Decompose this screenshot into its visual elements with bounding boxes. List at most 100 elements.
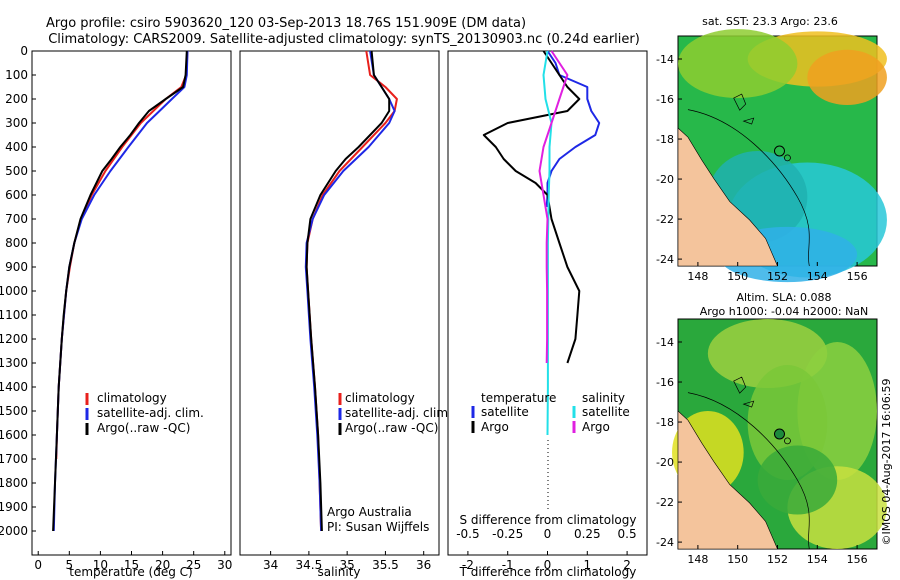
lon-tick-label: 154	[807, 270, 828, 283]
x-tick-label: 5	[65, 558, 73, 572]
depth-tick-label: 500	[5, 164, 28, 178]
depth-tick-label: 1800	[0, 476, 28, 490]
x-tick-label: 25	[186, 558, 201, 572]
depth-tick-label: 1100	[0, 308, 28, 322]
sla-map: 148 150 152 154 156 -14 -16 -18 -20 -22 -24	[656, 318, 887, 566]
lon-tick-label: 152	[767, 553, 788, 566]
lat-tick-label: -24	[656, 253, 674, 266]
series-line	[52, 50, 188, 532]
sla-map-title-1: Altim. SLA: 0.088	[736, 291, 831, 304]
x-tick-label: 35.5	[372, 558, 399, 572]
credit-pi: PI: Susan Wijffels	[327, 520, 429, 534]
legend-climatology: climatology	[97, 391, 167, 405]
difference-panel: -2 -1 0 1 2 S difference from climatology -0…	[447, 50, 648, 579]
x-tick-label: 35	[340, 558, 355, 572]
depth-tick-label: 900	[5, 260, 28, 274]
legend-satellite: satellite-adj. clim.	[97, 406, 204, 420]
salinity-axes	[239, 50, 440, 556]
header-line-1: Argo profile: csiro 5903620_120 03-Sep-2…	[46, 16, 526, 31]
legend-argo: Argo(..raw -QC)	[97, 421, 190, 435]
s-diff-tick-label: -0.25	[492, 527, 523, 541]
land	[677, 127, 778, 267]
depth-tick-label: 200	[5, 92, 28, 106]
depth-tick-label: 800	[5, 236, 28, 250]
s-diff-tick-label: 0.25	[574, 527, 601, 541]
difference-legend: temperature satellite Argo salinity sate…	[471, 391, 630, 434]
legend-temperature-header: temperature	[481, 391, 556, 405]
temperature-panel: 0100200300400500600700800900100011001200…	[0, 44, 232, 579]
s-diff-axis-label: S difference from climatology	[460, 513, 637, 527]
temperature-axes	[31, 50, 232, 556]
lat-tick-label: -18	[656, 133, 674, 146]
temperature-series	[52, 50, 189, 532]
x-tick-label: 2	[623, 558, 631, 572]
depth-tick-label: 1500	[0, 404, 28, 418]
depth-tick-label: 100	[5, 68, 28, 82]
x-tick-label: 34	[263, 558, 278, 572]
lon-tick-label: 148	[687, 270, 708, 283]
reef-outline	[733, 376, 755, 408]
x-tick-label: 34.5	[296, 558, 323, 572]
lat-tick-label: -16	[656, 376, 674, 389]
imos-stamp: ©IMOS 04-Aug-2017 16:06:59	[880, 379, 893, 546]
bathymetry-contour	[687, 392, 810, 550]
lat-tick-label: -16	[656, 93, 674, 106]
salinity-series	[304, 50, 398, 532]
lon-tick-label: 156	[847, 553, 868, 566]
lat-tick-label: -14	[656, 53, 674, 66]
field-patch	[807, 49, 887, 105]
lat-tick-label: -22	[656, 213, 674, 226]
reef-outline	[733, 93, 755, 125]
lat-tick-label: -24	[656, 536, 674, 549]
lat-tick-label: -22	[656, 496, 674, 509]
argo-location-marker	[773, 145, 785, 157]
legend-satellite: satellite-adj. clim.	[345, 406, 452, 420]
salinity-x-axis: 34 34.5 35 35.5 36	[263, 551, 431, 572]
series-line	[538, 50, 569, 364]
lon-tick-label: 152	[767, 270, 788, 283]
credit-agency: Argo Australia	[327, 505, 412, 519]
lon-tick-label: 150	[727, 553, 748, 566]
lat-tick-label: -18	[656, 416, 674, 429]
bathymetry-contour	[687, 109, 810, 267]
header-line-2: Climatology: CARS2009. Satellite-adjuste…	[48, 32, 640, 47]
temperature-axis-label: temperature (deg C)	[69, 565, 192, 579]
legend-argo: Argo(..raw -QC)	[345, 421, 438, 435]
salinity-axis-label: salinity	[317, 565, 360, 579]
sst-map-title: sat. SST: 23.3 Argo: 23.6	[702, 15, 838, 28]
x-tick-label: 1	[583, 558, 591, 572]
depth-tick-label: 1400	[0, 380, 28, 394]
lon-tick-label: 150	[727, 270, 748, 283]
legend-t-satellite: satellite	[481, 405, 529, 419]
legend-s-satellite: satellite	[582, 405, 630, 419]
depth-tick-label: 700	[5, 212, 28, 226]
x-tick-label: -1	[502, 558, 514, 572]
depth-tick-label: 2000	[0, 524, 28, 538]
x-tick-label: -2	[462, 558, 474, 572]
x-tick-label: 20	[155, 558, 170, 572]
island-marker	[784, 437, 791, 445]
temperature-x-axis: 0 5 10 15 20 25 30	[34, 551, 232, 572]
lat-tick-label: -20	[656, 456, 674, 469]
salinity-legend: climatology satellite-adj. clim. Argo(..…	[338, 391, 452, 435]
sst-map: 148 150 152 154 156 -14 -16 -18 -20 -22 -24	[656, 29, 887, 283]
lon-tick-label: 156	[847, 270, 868, 283]
legend-t-argo: Argo	[481, 420, 509, 434]
series-line	[305, 50, 391, 532]
depth-tick-label: 1900	[0, 500, 28, 514]
salinity-panel: 34 34.5 35 35.5 36 salinity climatology sate…	[239, 50, 452, 579]
s-diff-tick-labels: -0.5 -0.25 0 0.25 0.5	[456, 527, 636, 541]
depth-tick-label: 1300	[0, 356, 28, 370]
sst-map-panel: sat. SST: 23.3 Argo: 23.6 148 150 152 154 15…	[656, 15, 887, 283]
legend-salinity-header: salinity	[582, 391, 625, 405]
s-diff-tick-label: 0	[544, 527, 552, 541]
depth-tick-label: 400	[5, 140, 28, 154]
depth-tick-label: 600	[5, 188, 28, 202]
x-tick-label: 36	[416, 558, 431, 572]
depth-tick-label: 1200	[0, 332, 28, 346]
x-tick-label: 15	[124, 558, 139, 572]
sla-map-panel: Altim. SLA: 0.088 Argo h1000: -0.04 h200…	[656, 291, 887, 566]
lat-tick-label: -14	[656, 336, 674, 349]
depth-tick-label: 1600	[0, 428, 28, 442]
